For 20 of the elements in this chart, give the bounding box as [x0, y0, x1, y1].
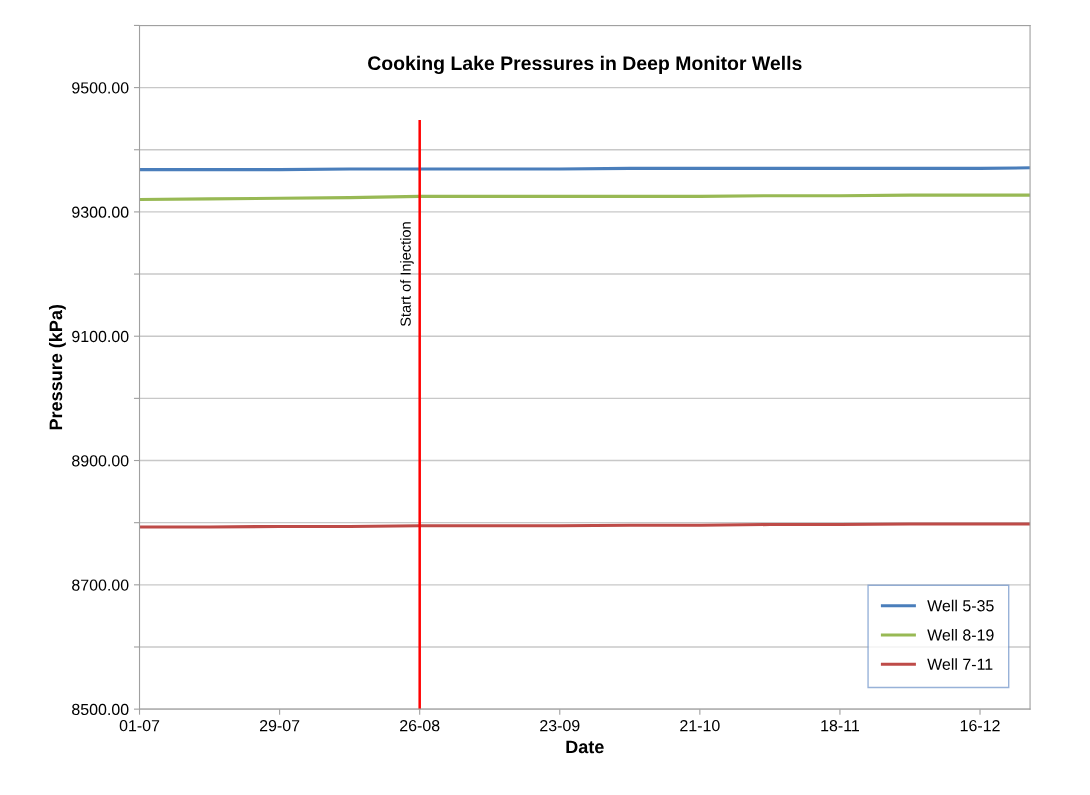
ref-line-label: Start of Injection — [400, 222, 414, 327]
x-tick-label: 16-12 — [960, 719, 1000, 732]
y-tick-label: 9300.00 — [72, 206, 129, 218]
y-tick-label: 8900.00 — [72, 455, 129, 467]
x-tick-label: 21-10 — [680, 719, 720, 732]
y-tick-label: 8700.00 — [72, 579, 129, 591]
legend-label: Well 7-11 — [927, 658, 993, 670]
x-tick-label: 26-08 — [400, 719, 440, 732]
x-tick-label: 23-09 — [540, 719, 580, 732]
y-tick-label: 9100.00 — [72, 330, 129, 343]
y-tick-label: 9500.00 — [72, 82, 129, 94]
y-tick-label: 8500.00 — [72, 703, 129, 716]
x-tick-label: 18-11 — [821, 719, 859, 732]
x-tick-label: 29-07 — [259, 719, 300, 732]
x-axis-title: Date — [566, 740, 604, 754]
x-tick-label: 01-07 — [119, 719, 160, 732]
legend-label: Well 5-35 — [927, 599, 994, 612]
text: Cooking Lake Pressures in Deep Monitor Wells — [368, 55, 802, 74]
legend-label: Well 8-19 — [927, 628, 994, 641]
y-axis-title: Pressure (kPa) — [48, 304, 66, 430]
